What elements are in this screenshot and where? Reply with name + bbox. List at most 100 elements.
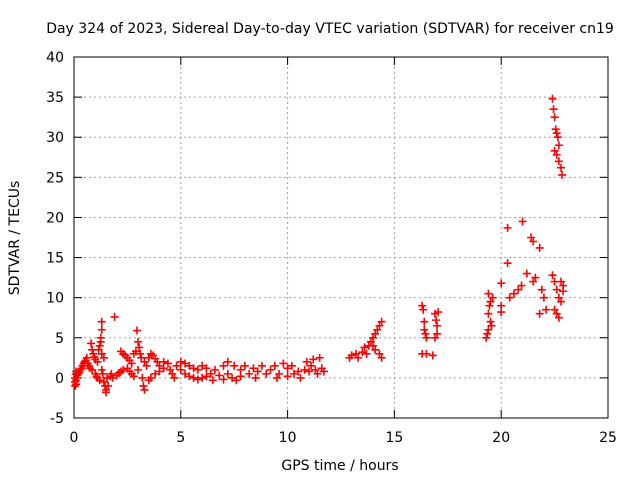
data-point (300, 365, 309, 374)
data-point (485, 301, 494, 310)
data-point (135, 343, 144, 352)
data-point (134, 365, 143, 374)
data-point (552, 129, 561, 138)
data-point (129, 372, 138, 381)
data-point (294, 367, 303, 376)
data-point (127, 359, 136, 368)
data-point (185, 361, 194, 370)
y-tick-label: 35 (46, 90, 64, 106)
x-tick-label: 25 (599, 430, 617, 446)
data-point (347, 351, 356, 360)
data-point (553, 133, 562, 142)
x-tick-label: 15 (385, 430, 403, 446)
data-point (151, 369, 160, 378)
data-point (554, 313, 563, 322)
data-point (484, 309, 493, 318)
data-point (351, 349, 360, 358)
data-points (71, 94, 568, 397)
data-point (155, 361, 164, 370)
y-tick-label: -5 (50, 411, 64, 427)
data-point (422, 349, 431, 358)
data-point (142, 361, 151, 370)
data-point (137, 353, 146, 362)
data-point (537, 285, 546, 294)
data-point (92, 372, 101, 381)
data-point (548, 94, 557, 103)
data-point (144, 353, 153, 362)
data-point (311, 365, 320, 374)
data-point (315, 353, 324, 362)
data-point (554, 293, 563, 302)
data-point (206, 369, 215, 378)
data-point (488, 293, 497, 302)
data-point (366, 337, 375, 346)
plot-frame (73, 56, 609, 419)
data-point (550, 146, 559, 155)
data-point (133, 326, 142, 335)
data-point (373, 325, 382, 334)
data-point (313, 369, 322, 378)
x-tick-label: 5 (176, 430, 185, 446)
data-point (517, 281, 526, 290)
data-point (104, 381, 113, 390)
data-point (522, 269, 531, 278)
data-point (433, 329, 442, 338)
data-point (251, 373, 260, 382)
data-point (419, 305, 428, 314)
data-point (208, 376, 217, 385)
data-point (307, 361, 316, 370)
data-point (319, 367, 328, 376)
data-point (210, 365, 219, 374)
data-point (375, 321, 384, 330)
data-point (369, 333, 378, 342)
data-point (93, 357, 102, 366)
data-point (110, 312, 119, 321)
y-tick-label: 0 (55, 371, 64, 387)
data-point (483, 329, 492, 338)
data-point (503, 259, 512, 268)
x-tick-label: 0 (70, 430, 79, 446)
data-point (198, 361, 207, 370)
y-axis-label: SDTVAR / TECUs (7, 181, 23, 296)
data-point (272, 373, 281, 382)
y-tick-label: 10 (46, 291, 64, 307)
data-point (510, 289, 519, 298)
data-point (189, 373, 198, 382)
y-tick-label: 20 (46, 210, 64, 226)
data-point (107, 369, 116, 378)
data-point (362, 349, 371, 358)
data-point (94, 345, 103, 354)
data-point (428, 351, 437, 360)
data-point (95, 341, 104, 350)
data-point (296, 373, 305, 382)
data-point (551, 125, 560, 134)
data-point (432, 316, 441, 325)
data-point (166, 365, 175, 374)
data-point (309, 355, 318, 364)
data-point (236, 372, 245, 381)
data-point (418, 301, 427, 310)
data-point (539, 293, 548, 302)
data-point (131, 347, 140, 356)
data-point (287, 361, 296, 370)
data-point (514, 285, 523, 294)
data-point (136, 349, 145, 358)
data-point (484, 325, 493, 334)
data-point (176, 365, 185, 374)
data-point (172, 361, 181, 370)
data-point (198, 373, 207, 382)
data-point (433, 321, 442, 330)
data-point (377, 317, 386, 326)
data-point (228, 373, 237, 382)
data-point (76, 365, 85, 374)
data-point (72, 376, 81, 385)
data-point (119, 365, 128, 374)
data-point (275, 369, 284, 378)
data-point (159, 357, 168, 366)
data-point (552, 285, 561, 294)
data-point (240, 361, 249, 370)
data-point (377, 353, 386, 362)
data-point (134, 337, 143, 346)
data-point (552, 150, 561, 159)
data-point (558, 170, 567, 179)
